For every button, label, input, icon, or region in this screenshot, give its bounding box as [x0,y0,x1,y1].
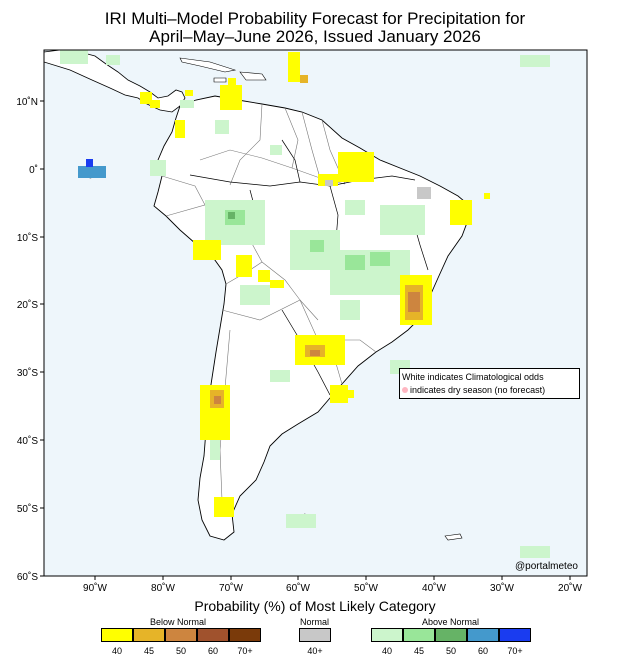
above-swatch-label-0: 40 [381,646,392,656]
note-line2: indicates dry season (no forecast) [410,385,546,395]
map-title-line2: April–May–June 2026, Issued January 2026 [149,27,481,46]
map-frame [43,49,588,577]
lon-label-80w: 80˚W [151,582,175,594]
lat-label-40s: 40˚S [17,435,38,447]
above-normal-label: Above Normal [422,617,480,627]
lon-label-30w: 30˚W [490,582,514,594]
normal-swatch-label-0: 40+ [307,646,323,656]
lat-axis: 10˚N 0˚ 10˚S 20˚S 30˚S 40˚S 50˚S 60˚S [16,96,44,583]
above-swatch-4 [499,628,531,642]
above-swatch-2 [435,628,467,642]
lat-label-0: 0˚ [29,164,38,176]
above-normal-patches [60,50,550,558]
note-line2-row: indicates dry season (no forecast) [402,384,577,397]
above-swatch-label-2: 50 [445,646,456,656]
lon-label-90w: 90˚W [83,582,107,594]
forecast-map: 10˚N 0˚ 10˚S 20˚S 30˚S 40˚S 50˚S 60˚S 90… [16,49,588,594]
above-swatch-label-4: 70+ [507,646,523,656]
below-swatch-0 [101,628,133,642]
normal-patch [417,187,431,199]
below-swatch-3 [197,628,229,642]
below-swatch-label-1: 45 [143,646,154,656]
lat-label-30s: 30˚S [17,367,38,379]
above-swatch-3 [467,628,499,642]
normal-label: Normal [300,617,330,627]
climatology-note: White indicates Climatological odds indi… [399,368,580,399]
landmass-south-georgia [444,533,463,541]
below-swatch-label-2: 50 [175,646,186,656]
above-swatch-label-1: 45 [413,646,424,656]
below-swatch-label-4: 70+ [237,646,253,656]
below-swatch-label-3: 60 [207,646,218,656]
lon-label-20w: 20˚W [558,582,582,594]
credit-text: @portalmeteo [515,561,578,572]
lat-label-50s: 50˚S [17,503,38,515]
below-normal-label: Below Normal [150,617,207,627]
above-normal-strong-patches [78,159,106,178]
above-swatch-0 [371,628,403,642]
lat-label-20s: 20˚S [17,299,38,311]
below-swatch-label-0: 40 [111,646,122,656]
cropped-sidebar [610,0,621,672]
landmass-cuba [179,57,237,73]
lon-label-60w: 60˚W [286,582,310,594]
above-swatch-label-3: 60 [477,646,488,656]
landmass-hispaniola [239,71,267,81]
normal-patch-small [325,180,333,186]
below-swatch-4 [229,628,261,642]
lat-label-60s: 60˚S [17,571,38,583]
lon-label-50w: 50˚W [354,582,378,594]
dry-season-dot [402,387,408,393]
below-normal-patches [140,52,490,517]
map-title-line1: IRI Multi–Model Probability Forecast for… [104,9,526,28]
lon-axis: 90˚W 80˚W 70˚W 60˚W 50˚W 40˚W 30˚W 20˚W [83,576,583,594]
lon-label-40w: 40˚W [422,582,446,594]
below-swatch-1 [133,628,165,642]
lon-label-70w: 70˚W [219,582,243,594]
landmass-jamaica [213,77,227,83]
lat-label-10n: 10˚N [16,96,38,108]
note-line1: White indicates Climatological odds [402,372,544,382]
normal-swatch-0 [299,628,331,642]
above-swatch-1 [403,628,435,642]
legend-title: Probability (%) of Most Likely Category [194,598,436,614]
below-swatch-2 [165,628,197,642]
lat-label-10s: 10˚S [17,232,38,244]
